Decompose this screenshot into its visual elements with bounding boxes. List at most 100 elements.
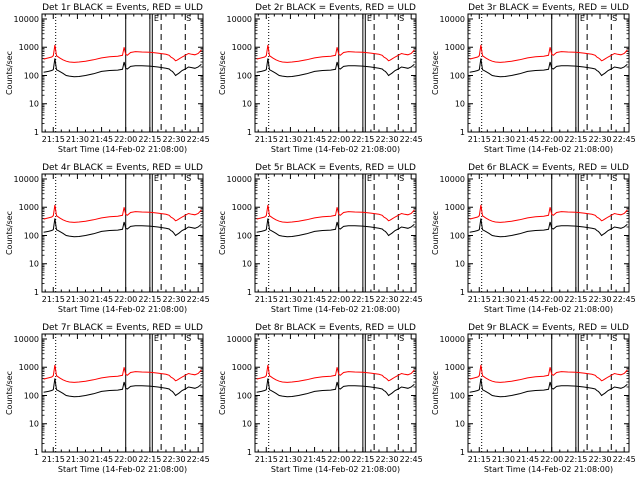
uld-series-line: [43, 44, 202, 63]
x-tick-label: 21:15: [468, 455, 491, 464]
x-tick-label: 21:15: [255, 135, 278, 144]
events-series-line: [469, 378, 628, 398]
y-tick-label: 100: [450, 391, 465, 400]
y-tick-label: 100: [237, 71, 252, 80]
y-tick-label: 1000: [19, 43, 39, 52]
panel-title: Det 4r BLACK = Events, RED = ULD: [42, 163, 203, 173]
events-series-line: [256, 58, 415, 78]
overlay-marker-label: S: [186, 14, 191, 23]
chart-panel: Det 6r BLACK = Events, RED = ULD 1 10 100 10…: [431, 163, 636, 314]
x-tick-label: 21:30: [279, 135, 302, 144]
chart-panel: Det 7r BLACK = Events, RED = ULD 1 10 100 10…: [5, 323, 210, 474]
x-tick-label: 21:45: [516, 295, 539, 304]
chart-panel: Det 2r BLACK = Events, RED = ULD 1 10 100 10…: [218, 3, 423, 154]
x-tick-label: 22:15: [351, 295, 374, 304]
y-axis-label: Counts/sec: [218, 211, 227, 255]
events-series-line: [43, 58, 202, 78]
y-tick-label: 10: [242, 420, 252, 429]
plot-frame: [41, 13, 204, 133]
x-tick-label: 21:45: [90, 135, 113, 144]
x-tick-label: 22:15: [564, 295, 587, 304]
x-tick-label: 21:15: [42, 135, 65, 144]
y-tick-label: 1: [460, 288, 465, 297]
x-tick-label: 22:15: [138, 455, 161, 464]
events-series-line: [256, 218, 415, 238]
panel-title: Det 9r BLACK = Events, RED = ULD: [468, 323, 629, 333]
chart-panel: Det 4r BLACK = Events, RED = ULD 1 10 100 10…: [5, 163, 210, 314]
x-tick-label: 22:30: [375, 295, 398, 304]
y-tick-label: 10000: [440, 175, 465, 184]
y-tick-label: 10: [29, 260, 39, 269]
x-tick-label: 22:45: [400, 135, 423, 144]
overlay-marker-label: S: [612, 174, 617, 183]
x-axis-label: Start Time (14-Feb-02 21:08:00): [484, 465, 613, 474]
y-tick-label: 10000: [227, 335, 252, 344]
y-tick-label: 10000: [227, 175, 252, 184]
x-tick-label: 22:00: [540, 455, 563, 464]
x-tick-label: 22:00: [327, 295, 350, 304]
y-tick-label: 100: [24, 391, 39, 400]
y-tick-label: 1: [460, 448, 465, 457]
y-tick-label: 1000: [232, 43, 252, 52]
x-axis-label: Start Time (14-Feb-02 21:08:00): [484, 145, 613, 154]
y-tick-label: 1: [460, 128, 465, 137]
overlay-marker-label: E: [580, 174, 585, 183]
x-tick-label: 22:45: [613, 295, 636, 304]
uld-series-line: [469, 364, 628, 383]
x-tick-label: 21:15: [255, 455, 278, 464]
overlay-marker-label: E: [154, 334, 159, 343]
y-tick-label: 10: [29, 420, 39, 429]
x-tick-label: 21:45: [516, 135, 539, 144]
x-tick-label: 21:30: [66, 455, 89, 464]
panel-title: Det 5r BLACK = Events, RED = ULD: [255, 163, 416, 173]
overlay-marker-label: S: [186, 174, 191, 183]
y-tick-label: 1000: [445, 203, 465, 212]
overlay-marker-label: E: [367, 334, 372, 343]
x-axis-label: Start Time (14-Feb-02 21:08:00): [58, 145, 187, 154]
panel-title: Det 3r BLACK = Events, RED = ULD: [468, 3, 629, 13]
uld-series-line: [469, 204, 628, 223]
y-tick-label: 1: [247, 448, 252, 457]
overlay-marker-label: S: [612, 14, 617, 23]
x-tick-label: 21:15: [42, 455, 65, 464]
y-axis-label: Counts/sec: [431, 51, 440, 95]
uld-series-line: [256, 44, 415, 63]
y-tick-label: 100: [237, 391, 252, 400]
events-series-line: [469, 218, 628, 238]
x-tick-label: 22:45: [613, 455, 636, 464]
x-tick-label: 21:15: [42, 295, 65, 304]
y-tick-label: 100: [450, 231, 465, 240]
y-tick-label: 10000: [440, 15, 465, 24]
uld-series-line: [43, 204, 202, 223]
overlay-marker-label: E: [154, 174, 159, 183]
panel-title: Det 7r BLACK = Events, RED = ULD: [42, 323, 203, 333]
x-tick-label: 21:45: [303, 455, 326, 464]
y-axis-label: Counts/sec: [218, 371, 227, 415]
x-axis-label: Start Time (14-Feb-02 21:08:00): [271, 305, 400, 314]
x-axis-label: Start Time (14-Feb-02 21:08:00): [271, 145, 400, 154]
events-series-line: [256, 378, 415, 398]
overlay-marker-label: S: [399, 334, 404, 343]
y-axis-label: Counts/sec: [431, 211, 440, 255]
panel-title: Det 2r BLACK = Events, RED = ULD: [255, 3, 416, 13]
x-tick-label: 21:45: [303, 295, 326, 304]
x-tick-label: 22:30: [375, 135, 398, 144]
y-tick-label: 1: [247, 128, 252, 137]
y-tick-label: 10000: [14, 175, 39, 184]
overlay-marker-label: S: [186, 334, 191, 343]
y-tick-label: 10: [455, 420, 465, 429]
overlay-marker-label: E: [367, 14, 372, 23]
overlay-marker-label: E: [367, 174, 372, 183]
x-tick-label: 22:45: [187, 135, 210, 144]
x-tick-label: 22:15: [564, 455, 587, 464]
y-axis-label: Counts/sec: [218, 51, 227, 95]
panel-title: Det 8r BLACK = Events, RED = ULD: [255, 323, 416, 333]
y-tick-label: 1: [34, 448, 39, 457]
x-tick-label: 21:30: [66, 135, 89, 144]
x-tick-label: 22:15: [351, 135, 374, 144]
x-tick-label: 21:30: [492, 135, 515, 144]
x-tick-label: 21:45: [90, 455, 113, 464]
y-tick-label: 1000: [232, 363, 252, 372]
y-axis-label: Counts/sec: [431, 371, 440, 415]
